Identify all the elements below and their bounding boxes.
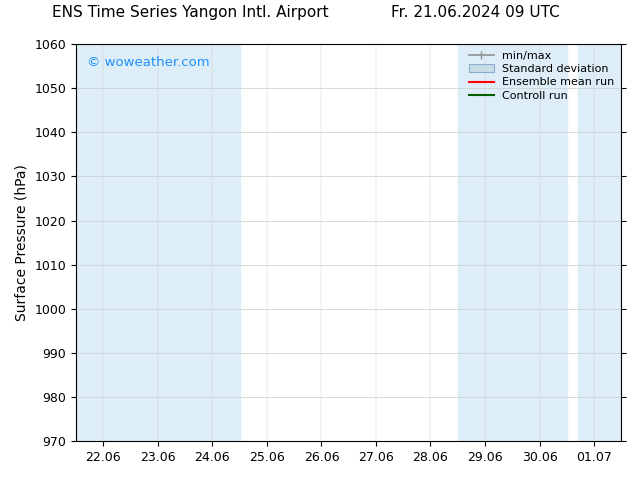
Bar: [458, 44, 567, 441]
Bar: [578, 44, 621, 441]
Text: © woweather.com: © woweather.com: [87, 56, 210, 69]
Bar: [76, 44, 131, 441]
Bar: [131, 44, 240, 441]
Text: ENS Time Series Yangon Intl. Airport: ENS Time Series Yangon Intl. Airport: [52, 4, 328, 20]
Legend: min/max, Standard deviation, Ensemble mean run, Controll run: min/max, Standard deviation, Ensemble me…: [465, 47, 619, 105]
Y-axis label: Surface Pressure (hPa): Surface Pressure (hPa): [15, 164, 29, 321]
Text: Fr. 21.06.2024 09 UTC: Fr. 21.06.2024 09 UTC: [391, 4, 560, 20]
